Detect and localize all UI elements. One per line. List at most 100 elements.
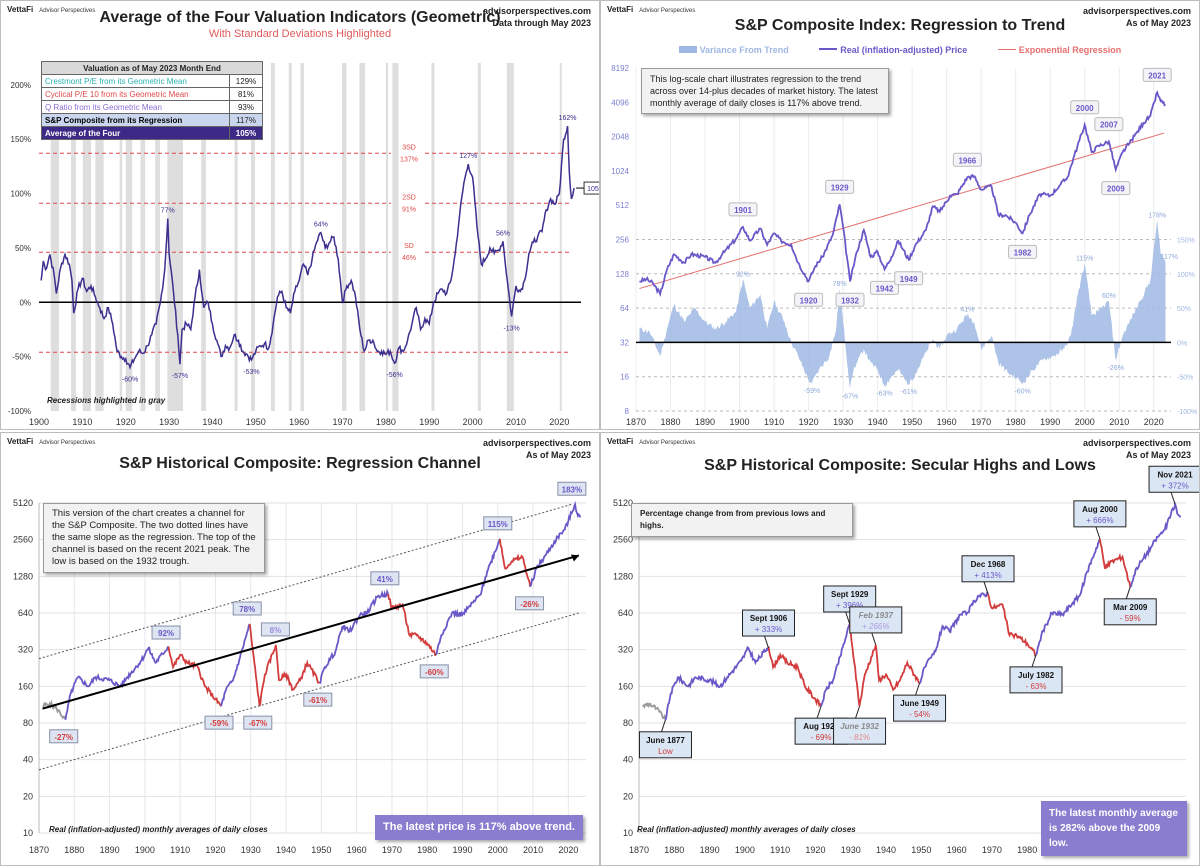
sd-label: 3SD [402,144,416,151]
y-tick-label: 640 [18,608,33,618]
pct-label: -59% [210,719,229,728]
secular-label-box [1009,666,1063,694]
secular-pct-label: + 266% [862,622,889,631]
variance-label: -61% [901,389,917,396]
y-tick-label: 40 [23,755,33,765]
brand-logo: VettaFi Advisor Perspectives [7,437,96,446]
pct-label: 8% [270,626,282,635]
y-tick-label-right: 100% [1177,272,1195,279]
x-tick-label: 1870 [29,845,49,855]
data-label: -53% [243,369,259,376]
pct-label: 78% [239,605,255,614]
callout-pointer [845,611,851,625]
y-tick-label: 2560 [613,535,633,545]
sd-value-label: 137% [400,156,418,163]
price-label: 2009 [1107,185,1125,194]
x-tick-label: 1900 [735,845,755,855]
site-note: advisorperspectives.com Data through May … [482,6,591,28]
price-label-box [870,280,900,295]
data-label: -56% [386,372,402,379]
price-label: 1932 [841,296,859,305]
recession-band [201,63,206,411]
y-tick-label: 200% [11,81,31,90]
x-tick-label: 1920 [799,417,819,427]
x-tick-label: 2010 [1109,417,1129,427]
y-tick-label-left: 64 [620,304,629,313]
y-tick-label: 160 [618,681,633,691]
variance-label: -63% [876,391,892,398]
x-tick-label: 1910 [170,845,190,855]
site-note: advisorperspectives.com As of May 2023 [1082,438,1191,460]
x-tick-label: 1950 [902,417,922,427]
price-segment-line [664,645,770,721]
x-tick-label: 1970 [982,845,1002,855]
y-tick-label-left: 4096 [611,98,629,107]
callout-pointer [871,632,877,646]
x-tick-label: 1900 [29,417,49,427]
price-segment-line [248,623,321,707]
y-tick-label-left: 2048 [611,133,629,142]
y-tick-label-left: 128 [616,270,630,279]
secular-date-label: July 1982 [1018,671,1055,680]
brand-logo: VettaFi Advisor Perspectives [607,437,696,446]
legend-variance: Variance From Trend [678,45,789,55]
x-tick-label: 2020 [558,845,578,855]
y-tick-label: 160 [18,681,33,691]
secular-pct-label: + 413% [974,571,1001,580]
x-tick-label: 1920 [116,417,136,427]
pct-label-box [515,596,545,611]
recession-band [155,63,160,411]
pct-label: -60% [425,668,444,677]
x-tick-label: 1910 [764,417,784,427]
callout-pointer [915,682,921,696]
legend-price: Real (inflation-adjusted) Price [819,45,967,55]
y-tick-label: 10 [23,828,33,838]
y-tick-label: 5120 [13,498,33,508]
variance-label: 41% [960,306,974,313]
recession-band [342,63,347,411]
price-series-line [639,90,1166,298]
price-label-box [894,271,924,286]
x-tick-label: 1940 [276,845,296,855]
price-label-box [1094,117,1124,132]
variance-label: 78% [833,281,847,288]
chart-title: S&P Historical Composite: Regression Cha… [119,455,481,472]
pct-label: 41% [377,575,393,584]
secular-label-box [849,606,903,634]
pct-label: -61% [308,696,327,705]
x-tick-label: 1930 [241,845,261,855]
variance-label: -26% [1108,365,1124,372]
valuation-table: Valuation as of May 2023 Month End Crest… [41,61,263,140]
x-tick-label: 1880 [64,845,84,855]
y-tick-label-left: 512 [616,201,630,210]
price-segment-line [220,623,251,707]
secular-pct-label: - 59% [1120,614,1141,623]
valuation-chart-svg: 200% 150% 100% 50% 0% -50% -100% 3SD 137% 2SD 91% S… [8,63,600,427]
latest-label: 105% [587,186,600,193]
callout-pointer [1125,586,1131,599]
x-tick-label: 1980 [1006,417,1026,427]
pct-label: 115% [488,520,508,529]
recessions-note: Recessions highlighted in gray [47,396,166,405]
callout-pointer [764,635,769,649]
data-label: 56% [496,230,510,237]
variance-label: 115% [1076,256,1093,263]
x-tick-label: 2010 [523,845,543,855]
x-tick-label: 2000 [463,417,483,427]
data-label: 162% [559,115,577,122]
secular-pct-label: - 63% [1026,682,1047,691]
price-segment-line [642,701,667,721]
chart-note: Percentage change from from previous low… [631,503,853,537]
x-tick-label: 1940 [876,845,896,855]
table-row-label: Cyclical P/E 10 from its Geometric Mean [41,87,230,101]
table-row-value: 105% [229,126,263,140]
callout-pointer [1170,492,1176,505]
secular-pct-label: - 69% [811,733,832,742]
x-tick-label: 1990 [1040,417,1060,427]
sd-label: 2SD [402,194,416,201]
x-tick-label: 1950 [311,845,331,855]
recession-band [477,63,481,411]
price-label: 1966 [958,156,976,165]
table-row-value: 129% [229,74,263,88]
